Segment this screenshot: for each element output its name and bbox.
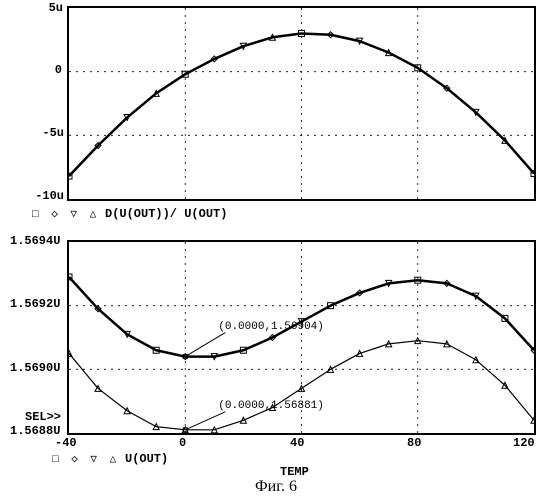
figure-container: { "figure": { "width": 555, "height": 50… <box>0 0 555 500</box>
xtick-4: 120 <box>513 436 535 450</box>
top-legend-markers: □ ◇ ▽ △ <box>32 207 99 221</box>
xtick-2: 40 <box>290 436 304 450</box>
figure-caption: Фиг. 6 <box>255 478 297 496</box>
bot-ytick-2: 1.5692U <box>10 297 60 311</box>
bot-ytick-1: 1.5690U <box>10 361 60 375</box>
top-ytick-3: 5u <box>45 1 63 15</box>
top-ytick-2: 0 <box>50 63 62 77</box>
annotation-0: (0.0000,1.56904) <box>218 321 324 333</box>
top-chart-panel <box>67 6 536 201</box>
top-legend-text: D(U(OUT))/ U(OUT) <box>105 207 227 221</box>
x-axis-label: TEMP <box>280 465 309 479</box>
annotation-1: (0.0000,1.56881) <box>218 400 324 412</box>
sel-label: SEL>> <box>25 410 61 424</box>
top-ytick-1: -5u <box>38 126 64 140</box>
xtick-1: 0 <box>179 436 186 450</box>
xtick-3: 80 <box>407 436 421 450</box>
bot-legend-markers: □ ◇ ▽ △ <box>52 452 119 466</box>
top-ytick-0: -10u <box>30 189 64 203</box>
bot-legend-text: U(OUT) <box>125 452 168 466</box>
bot-ytick-3: 1.5694U <box>10 234 60 248</box>
xtick-0: -40 <box>55 436 77 450</box>
top-chart-svg <box>69 8 534 199</box>
bot-ytick-0: 1.5688U <box>10 424 60 438</box>
